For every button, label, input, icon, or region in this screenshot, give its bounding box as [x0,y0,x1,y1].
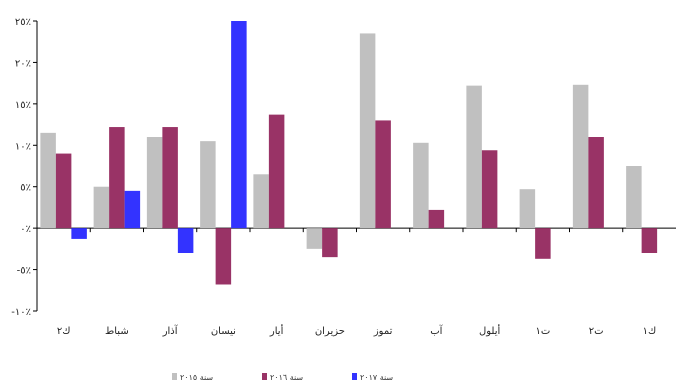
legend-swatch [262,373,267,380]
y-tick-label: ١٥٪ [15,100,31,111]
category-labels: ك٢ شباط آذار نيسان أيار حزيران تموز آب أيلول ت١ ت٢… [57,324,656,337]
bar [413,142,429,229]
bar [481,150,498,229]
bar [428,209,445,229]
bar [306,228,323,249]
bar [641,228,658,253]
category-label: ك٢ [57,326,71,337]
bar [109,127,125,229]
bar [177,228,194,253]
bar [466,85,482,229]
bar [200,141,216,229]
bar [322,228,338,258]
category-label: آب [430,324,443,337]
category-label: أيلول [479,324,501,337]
y-tick-label: -٥٪ [17,266,31,277]
legend-label: سنة ٢٠١٦ [270,373,303,382]
bar [375,120,391,229]
bar [124,190,141,229]
bar [215,228,232,285]
category-label: ك١ [643,326,657,337]
category-label: آذار [162,324,179,337]
legend-swatch [352,373,357,380]
y-tick-label: ٠٪ [20,224,31,235]
bar [40,132,56,229]
category-ticks [89,228,624,233]
category-label: ت١ [535,326,550,337]
legend-swatch [172,373,177,380]
bars [40,21,658,285]
y-tick-label: ٢٠٪ [15,58,31,69]
bar [55,153,72,229]
legend: سنة ٢٠١٥ سنة ٢٠١٦ سنة ٢٠١٧ [172,373,393,382]
bar [535,228,551,259]
category-label: شباط [105,326,129,337]
bar [71,228,87,239]
bar [231,21,247,229]
y-tick-label: ١٠٪ [15,141,31,152]
bar [626,166,642,229]
y-tick-label: ٥٪ [20,183,31,194]
category-label: أيار [269,324,284,337]
bar [359,33,376,229]
bar [93,186,110,229]
category-label: حزيران [315,326,345,337]
bar [146,137,163,229]
category-label: تموز [373,326,393,337]
category-label: نيسان [211,326,236,337]
bar [253,174,269,229]
y-tick-label: -١٠٪ [11,307,31,318]
bar [572,84,589,229]
bar [268,114,285,229]
plot-area: ٢٥٪ ٢٠٪ ١٥٪ ١٠٪ ٥٪ ٠٪ -٥٪ -١٠٪ ك٢ شباط آذار نيسان أ… [11,17,676,337]
bar [519,189,536,229]
category-label: ت٢ [589,326,604,337]
bar [588,137,604,229]
legend-label: سنة ٢٠١٧ [360,373,393,382]
legend-label: سنة ٢٠١٥ [180,373,213,382]
y-tick-label: ٢٥٪ [15,17,31,28]
bar [162,127,178,229]
y-ticks: ٢٥٪ ٢٠٪ ١٥٪ ١٠٪ ٥٪ ٠٪ -٥٪ -١٠٪ [11,17,37,318]
